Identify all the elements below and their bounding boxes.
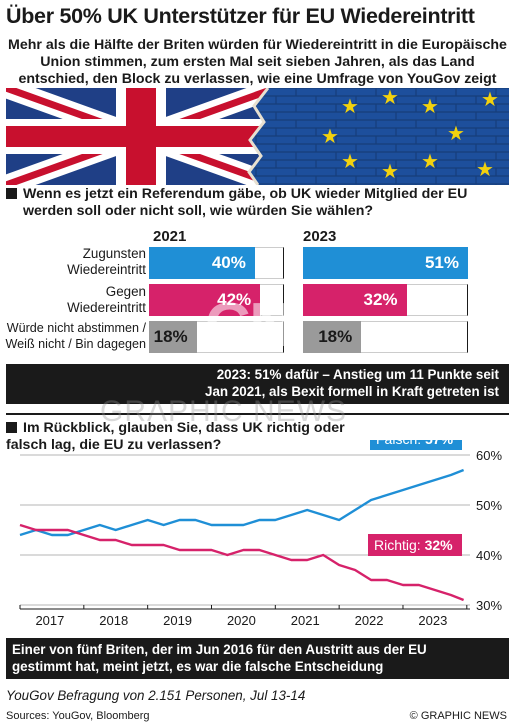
bar-neutral-2023: 18%	[303, 321, 362, 353]
question-hindsight: Im Rückblick, glauben Sie, dass UK richt…	[6, 420, 386, 454]
y-tick-label: 60%	[476, 448, 502, 463]
x-tick-label: 2019	[163, 613, 192, 628]
section-divider	[6, 413, 509, 415]
bar-zugunsten-2021: 40%	[149, 247, 255, 279]
subtitle-line: Mehr als die Hälfte der Briten würden fü…	[8, 37, 507, 53]
watermark-logo: GN	[205, 291, 294, 360]
bar-gegen-2021: 42%	[149, 284, 261, 316]
bar-track	[303, 321, 468, 353]
annotation-line: 2023: 51% dafür – Anstieg um 11 Punkte s…	[216, 367, 499, 382]
question-line: Im Rückblick, glauben Sie, dass UK richt…	[23, 420, 345, 436]
bar-zugunsten-2023: 51%	[303, 247, 468, 279]
page-subtitle: Mehr als die Hälfte der Briten würden fü…	[0, 37, 515, 88]
row-label-line: Zugunsten	[82, 246, 146, 261]
svg-text:★: ★	[341, 94, 359, 118]
x-tick-label: 2020	[227, 613, 256, 628]
svg-text:★: ★	[381, 88, 399, 109]
sources: Sources: YouGov, Bloomberg	[6, 710, 150, 722]
eu-stars: ★ ★ ★ ★★★ ★★★ ★	[321, 88, 499, 183]
svg-text:★: ★	[481, 88, 499, 111]
svg-text:★: ★	[476, 157, 494, 181]
svg-text:★: ★	[447, 121, 465, 145]
x-tick-label: 2022	[355, 613, 384, 628]
row-label-line: Würde nicht abstimmen /	[6, 321, 146, 335]
subtitle-line: entschied, den Block zu verlassen, wie e…	[18, 71, 497, 87]
flag-svg: ★ ★ ★ ★★★ ★★★ ★	[6, 88, 509, 185]
series-end-value: 57%	[425, 440, 454, 447]
question-referendum: Wenn es jetzt ein Referendum gäbe, ob UK…	[6, 186, 509, 220]
series-label-falsch: Falsch: 57%	[376, 440, 454, 447]
uk-eu-flag-illustration: ★ ★ ★ ★ ★ ★ ★ ★ ★ ★	[6, 88, 509, 185]
x-tick-label: 2021	[291, 613, 320, 628]
svg-text:★: ★	[321, 124, 339, 148]
survey-note: YouGov Befragung von 2.151 Personen, Jul…	[6, 688, 306, 703]
bar-neutral-2021: 18%	[149, 321, 197, 353]
series-label-box-richtig	[368, 534, 462, 556]
row-label-gegen: Gegen Wiedereintritt	[6, 284, 146, 316]
bullet-square-icon	[6, 188, 17, 199]
series-line-falsch	[19, 468, 465, 537]
svg-text:★: ★	[421, 149, 439, 173]
row-label-line: Weiß nicht / Bin dagegen	[5, 337, 146, 351]
row-label-zugunsten: Zugunsten Wiedereintritt	[6, 246, 146, 278]
line-chart: 30% 40% 50% 60% 2017 2018 2019 2020 2021 2022 2023…	[19, 440, 502, 628]
series-label-richtig: Richtig: 32%	[374, 537, 453, 553]
subtitle-line: Union stimmen, zum ersten Mal seit siebe…	[40, 54, 475, 70]
x-tick-label: 2018	[99, 613, 128, 628]
copyright: © GRAPHIC NEWS	[409, 710, 507, 722]
bar-gegen-2023: 32%	[303, 284, 407, 316]
svg-text:★: ★	[381, 159, 399, 183]
row-label-line: Wiedereintritt	[67, 300, 146, 315]
bar-track	[149, 321, 284, 353]
annotation-box: 2023: 51% dafür – Anstieg um 11 Punkte s…	[6, 364, 509, 404]
row-label-neutral: Würde nicht abstimmen / Weiß nicht / Bin…	[0, 320, 146, 352]
x-tick-label: 2017	[35, 613, 64, 628]
y-tick-label: 50%	[476, 498, 502, 513]
svg-text:★: ★	[421, 94, 439, 118]
bullet-square-icon	[6, 422, 17, 433]
series-end-value: 32%	[425, 537, 454, 553]
row-label-line: Gegen	[105, 284, 146, 299]
footer-line: Einer von fünf Briten, der im Jun 2016 f…	[12, 642, 427, 657]
series-label-box-falsch	[370, 440, 462, 450]
question-line: Wenn es jetzt ein Referendum gäbe, ob UK…	[23, 186, 468, 202]
row-label-line: Wiedereintritt	[67, 262, 146, 277]
page-title: Über 50% UK Unterstützer für EU Wiederei…	[6, 4, 475, 28]
footer-box: Einer von fünf Briten, der im Jun 2016 f…	[6, 638, 509, 679]
union-jack	[6, 88, 268, 185]
y-tick-label: 40%	[476, 548, 502, 563]
year-label-2023: 2023	[303, 228, 337, 245]
question-line: falsch lag, die EU zu verlassen?	[6, 437, 222, 453]
annotation-line: Jan 2021, als Bexit formell in Kraft get…	[205, 384, 499, 399]
series-line-richtig	[19, 523, 465, 602]
footer-line: gestimmt hat, meint jetzt, es war die fa…	[12, 659, 384, 674]
y-tick-label: 30%	[476, 598, 502, 613]
question-line: werden soll oder nicht soll, wie würden …	[23, 203, 374, 219]
watermark-text: GRAPHIC NEWS	[100, 395, 348, 428]
svg-text:★: ★	[341, 149, 359, 173]
year-label-2021: 2021	[153, 228, 187, 245]
x-tick-label: 2023	[418, 613, 447, 628]
